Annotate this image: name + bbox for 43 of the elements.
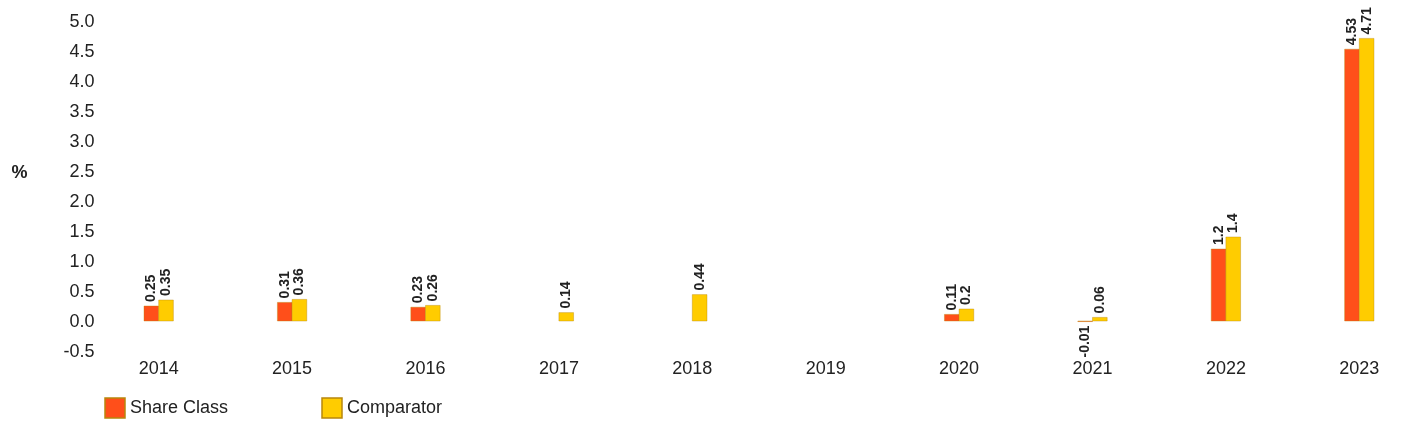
- x-tick-label: 2014: [138, 357, 179, 378]
- data-label: 1.2: [1209, 225, 1226, 245]
- data-label: -0.01: [1076, 325, 1093, 358]
- x-tick-label: 2023: [1339, 357, 1380, 378]
- x-tick-label: 2018: [672, 357, 713, 378]
- x-tick-label: 2021: [1072, 357, 1113, 378]
- y-tick-label: -0.5: [63, 340, 95, 361]
- data-label: 0.2: [957, 285, 974, 305]
- y-tick-label: 0.0: [69, 310, 95, 331]
- x-tick-label: 2020: [939, 357, 980, 378]
- y-tick-label: 2.5: [69, 160, 95, 181]
- y-tick-label: 5.0: [69, 10, 95, 31]
- data-label: 0.23: [409, 275, 426, 304]
- legend-label: Comparator: [347, 397, 443, 417]
- x-tick-label: 2017: [538, 357, 579, 378]
- data-label: 0.44: [690, 263, 707, 291]
- data-label: 4.53: [1342, 17, 1359, 46]
- data-label: 0.35: [157, 268, 174, 296]
- data-label: 0.11: [942, 283, 959, 311]
- data-label: 0.36: [290, 267, 307, 296]
- x-tick-label: 2022: [1205, 357, 1246, 378]
- y-tick-label: 3.5: [69, 100, 95, 121]
- y-tick-label: 1.5: [69, 220, 95, 241]
- legend-label: Share Class: [130, 397, 229, 417]
- y-tick-label: 3.0: [69, 130, 95, 151]
- x-tick-label: 2019: [805, 357, 846, 378]
- y-tick-label: 0.5: [69, 280, 95, 301]
- data-label: 0.14: [557, 281, 574, 309]
- bar: [692, 294, 708, 322]
- y-tick-label: 4.0: [69, 70, 95, 91]
- data-label: 0.06: [1090, 285, 1107, 314]
- data-label: 4.71: [1357, 6, 1374, 35]
- bar: [558, 312, 574, 322]
- y-axis-title: %: [11, 161, 28, 182]
- data-label: 1.4: [1224, 213, 1241, 233]
- y-tick-label: 1.0: [69, 250, 95, 271]
- x-tick-label: 2015: [272, 357, 313, 378]
- data-label: 0.31: [275, 270, 292, 299]
- data-label: 0.25: [142, 274, 159, 302]
- y-tick-label: 2.0: [69, 190, 95, 211]
- data-label: 0.26: [423, 273, 440, 302]
- y-tick-label: 4.5: [69, 40, 95, 61]
- x-tick-label: 2016: [405, 357, 446, 378]
